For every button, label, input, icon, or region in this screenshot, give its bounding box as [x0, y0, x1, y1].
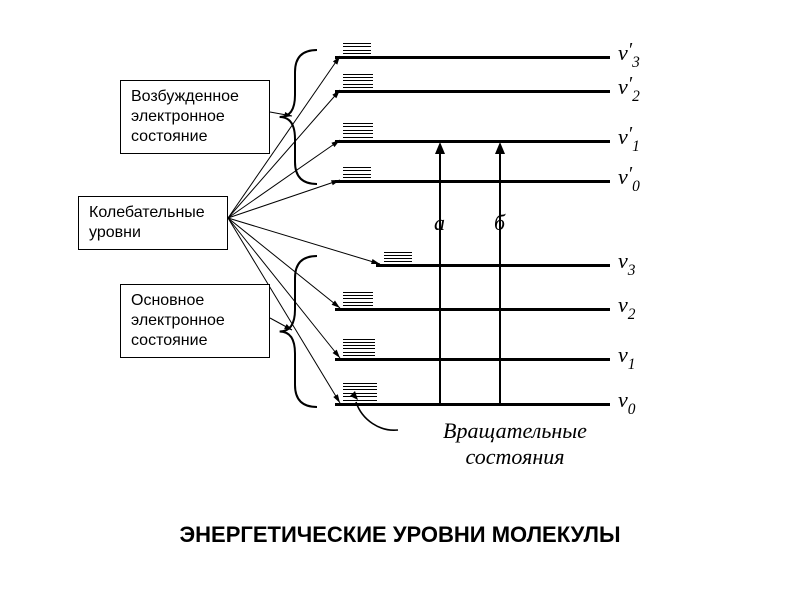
- fanout-arrow: [228, 180, 340, 218]
- lower_levels-level-label: ν2: [618, 292, 635, 322]
- rotational-stack: [384, 248, 412, 265]
- annotation-box-excited: Возбужденноеэлектронноесостояние: [120, 80, 270, 154]
- curly-brace: [280, 256, 317, 407]
- curly-brace: [280, 50, 317, 184]
- upper_levels-level-label: ν′1: [618, 124, 640, 154]
- transition-arrow-b: [499, 152, 501, 403]
- rotational-stack: [343, 39, 371, 57]
- lower_levels-level-label: ν0: [618, 387, 635, 417]
- lower_levels-level-line: [335, 308, 610, 311]
- transition-arrow-b-head: [495, 142, 505, 154]
- fanout-arrow: [228, 218, 380, 264]
- transition-label-a: а: [434, 210, 445, 236]
- rotational-stack: [343, 70, 373, 91]
- upper_levels-level-line: [335, 56, 610, 59]
- transition-arrow-a: [439, 152, 441, 403]
- transition-label-b: б: [494, 210, 505, 236]
- rotational-stack: [343, 288, 373, 309]
- lower_levels-level-line: [335, 358, 610, 361]
- rotational-stack: [343, 163, 371, 181]
- annotation-box-vibr: Колебательныеуровни: [78, 196, 228, 250]
- rotational-stack: [343, 119, 373, 141]
- upper_levels-level-label: ν′3: [618, 40, 640, 70]
- upper_levels-level-label: ν′0: [618, 164, 640, 194]
- annotation-box-ground: Основноеэлектронноесостояние: [120, 284, 270, 358]
- upper_levels-level-line: [335, 90, 610, 93]
- upper_levels-level-label: ν′2: [618, 74, 640, 104]
- upper_levels-level-line: [335, 180, 610, 183]
- lower_levels-level-label: ν3: [618, 248, 635, 278]
- page-title: ЭНЕРГЕТИЧЕСКИЕ УРОВНИ МОЛЕКУЛЫ: [120, 522, 680, 548]
- transition-arrow-a-head: [435, 142, 445, 154]
- upper_levels-level-line: [335, 140, 610, 143]
- lower_levels-level-label: ν1: [618, 342, 635, 372]
- rotational-stack: [343, 335, 375, 359]
- rotational-stack: [343, 378, 377, 404]
- rotational-caption: Вращательныесостояния: [400, 418, 630, 470]
